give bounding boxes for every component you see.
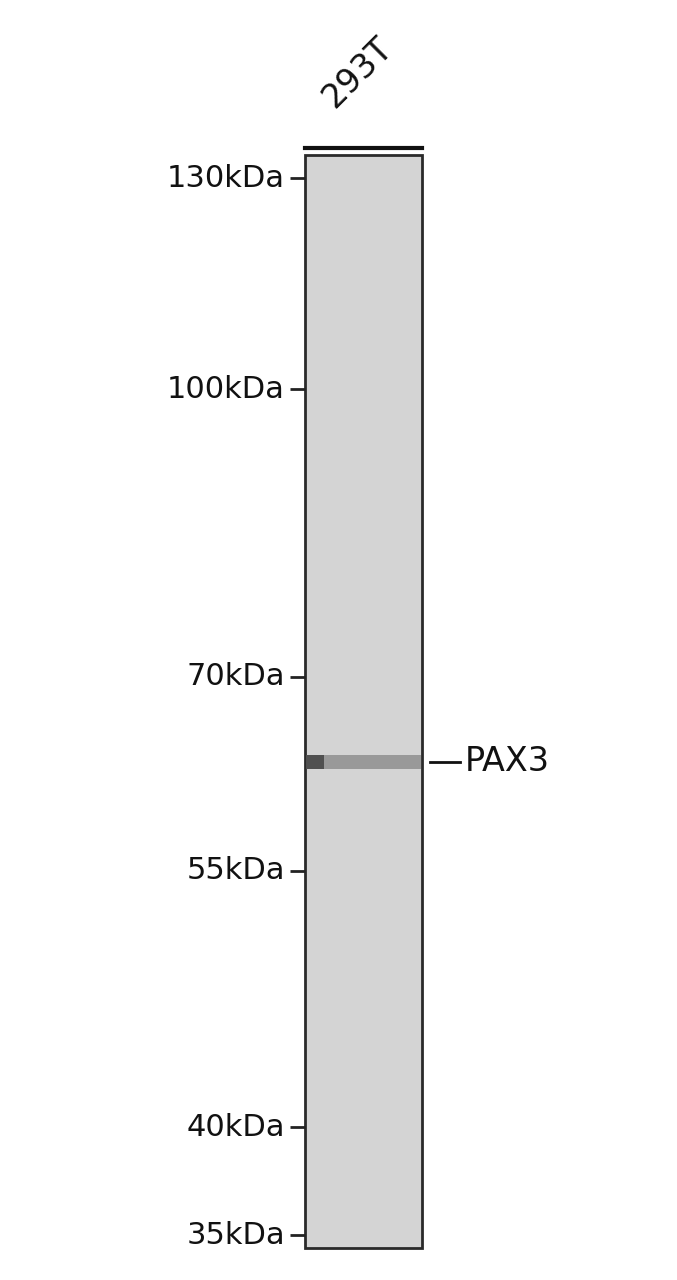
Bar — [307, 754, 420, 768]
Text: 35kDa: 35kDa — [186, 1221, 285, 1249]
Text: 293T: 293T — [317, 31, 399, 114]
Text: 55kDa: 55kDa — [186, 856, 285, 886]
Text: 40kDa: 40kDa — [186, 1112, 285, 1142]
Text: 130kDa: 130kDa — [167, 164, 285, 192]
Bar — [307, 754, 324, 768]
Text: 70kDa: 70kDa — [186, 662, 285, 691]
Text: PAX3: PAX3 — [465, 745, 550, 778]
Bar — [305, 155, 422, 1248]
Text: 100kDa: 100kDa — [167, 375, 285, 404]
